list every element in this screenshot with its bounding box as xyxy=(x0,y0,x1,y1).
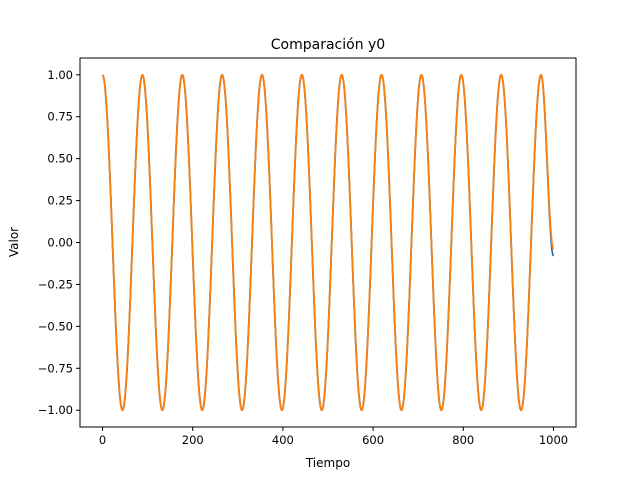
y-tick-label: −1.00 xyxy=(38,403,73,417)
y-tick-label: 1.00 xyxy=(47,68,73,82)
chart-title: Comparación y0 xyxy=(271,37,385,53)
y-tick-label: 0.25 xyxy=(47,194,73,208)
x-axis-label: Tiempo xyxy=(305,456,350,470)
y-tick-label: −0.75 xyxy=(38,361,73,375)
y-axis-label: Valor xyxy=(7,227,21,257)
y-tick-label: −0.25 xyxy=(38,277,73,291)
x-tick-label: 800 xyxy=(452,433,474,447)
x-tick-label: 0 xyxy=(99,433,106,447)
series-line-1 xyxy=(101,73,555,412)
y-tick-label: 0.50 xyxy=(47,152,73,166)
x-tick-label: 400 xyxy=(272,433,294,447)
x-tick-label: 200 xyxy=(182,433,204,447)
axes-frame xyxy=(79,57,577,428)
y-tick-label: 0.00 xyxy=(47,236,73,250)
y-tick-label: 0.75 xyxy=(47,110,73,124)
x-tick-label: 1000 xyxy=(539,433,568,447)
plot-lines xyxy=(101,73,555,412)
x-tick-label: 600 xyxy=(362,433,384,447)
y-axis-ticks: 1.00 0.75 0.50 0.25 0.00 −0.25 −0.50 −0.75 −1.00 xyxy=(38,68,80,417)
y-tick-label: −0.50 xyxy=(38,319,73,333)
x-axis-ticks: 0 200 400 600 800 1000 xyxy=(99,427,568,447)
